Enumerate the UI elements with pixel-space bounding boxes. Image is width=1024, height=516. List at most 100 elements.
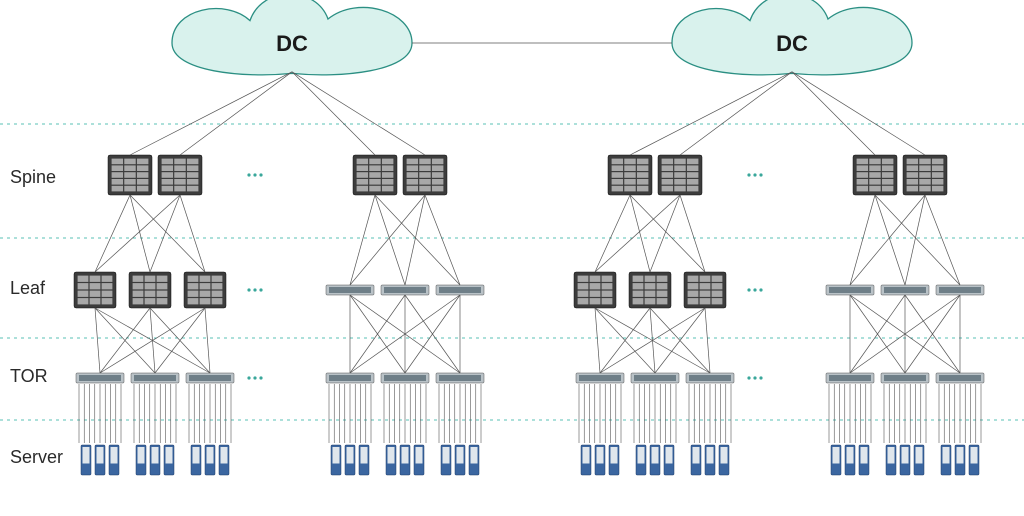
ellipsis <box>747 376 750 379</box>
server-group <box>831 445 869 475</box>
ellipsis <box>753 376 756 379</box>
server-group <box>691 445 729 475</box>
edge-spine-leaf <box>850 195 875 285</box>
leaf-switch <box>184 272 226 308</box>
edge-spine-leaf <box>875 195 905 285</box>
ellipsis <box>247 173 250 176</box>
edge-spine-leaf <box>905 195 925 285</box>
edge-leaf-tor <box>595 308 600 373</box>
leaf-switch <box>74 272 116 308</box>
edge-spine-leaf <box>680 195 705 272</box>
tor-switch <box>936 373 984 383</box>
spine-switch <box>158 155 202 195</box>
edge-leaf-tor <box>100 308 150 373</box>
server-group <box>386 445 424 475</box>
edge-leaf-tor <box>705 308 710 373</box>
spine-switch <box>608 155 652 195</box>
leaf-switch <box>826 285 874 295</box>
ellipsis <box>753 288 756 291</box>
edge-dc-spine <box>180 72 292 155</box>
layer-label-spine: Spine <box>10 167 56 187</box>
edge-dc-spine <box>292 72 425 155</box>
ellipsis <box>759 173 762 176</box>
ellipsis <box>759 376 762 379</box>
spine-switch <box>108 155 152 195</box>
tor-switch <box>436 373 484 383</box>
ellipsis <box>253 288 256 291</box>
leaf-switch <box>381 285 429 295</box>
edge-spine-leaf <box>630 195 650 272</box>
leaf-switch <box>936 285 984 295</box>
ellipsis <box>747 173 750 176</box>
layer-label-leaf: Leaf <box>10 278 46 298</box>
ellipsis <box>259 288 262 291</box>
edge-spine-leaf <box>425 195 460 285</box>
leaf-switch <box>326 285 374 295</box>
server-group <box>581 445 619 475</box>
tor-switch <box>631 373 679 383</box>
spine-switch <box>658 155 702 195</box>
ellipsis <box>253 376 256 379</box>
spine-switch <box>853 155 897 195</box>
server-group <box>191 445 229 475</box>
ellipsis <box>753 173 756 176</box>
tor-switch <box>576 373 624 383</box>
ellipsis <box>759 288 762 291</box>
edge-spine-leaf <box>925 195 960 285</box>
leaf-switch <box>684 272 726 308</box>
server-group <box>636 445 674 475</box>
edge-spine-leaf <box>130 195 150 272</box>
leaf-switch <box>129 272 171 308</box>
spine-switch <box>353 155 397 195</box>
tor-switch <box>686 373 734 383</box>
ellipsis <box>259 376 262 379</box>
edge-leaf-tor <box>600 308 650 373</box>
ellipsis <box>247 288 250 291</box>
leaf-switch <box>574 272 616 308</box>
leaf-switch <box>436 285 484 295</box>
leaf-switch <box>629 272 671 308</box>
ellipsis <box>253 173 256 176</box>
edge-spine-leaf <box>595 195 630 272</box>
layer-label-tor: TOR <box>10 366 48 386</box>
tor-switch <box>826 373 874 383</box>
tor-switch <box>131 373 179 383</box>
edge-dc-spine <box>792 72 925 155</box>
network-diagram: SpineLeafTORServerDCDC <box>0 0 1024 516</box>
spine-switch <box>903 155 947 195</box>
ellipsis <box>259 173 262 176</box>
tor-switch <box>186 373 234 383</box>
edge-spine-leaf <box>650 195 680 272</box>
server-group <box>81 445 119 475</box>
edge-spine-leaf <box>180 195 205 272</box>
server-group <box>941 445 979 475</box>
server-group <box>886 445 924 475</box>
edge-leaf-tor <box>655 308 705 373</box>
tor-switch <box>881 373 929 383</box>
edge-leaf-tor <box>205 308 210 373</box>
edge-leaf-tor <box>100 308 205 373</box>
cloud-dc-left: DC <box>172 0 412 75</box>
server-group <box>441 445 479 475</box>
edge-dc-spine <box>292 72 375 155</box>
server-group <box>136 445 174 475</box>
edge-leaf-tor <box>600 308 705 373</box>
edge-dc-spine <box>630 72 792 155</box>
leaf-switch <box>881 285 929 295</box>
ellipsis <box>247 376 250 379</box>
edge-dc-spine <box>680 72 792 155</box>
edge-spine-leaf <box>405 195 425 285</box>
edge-dc-spine <box>792 72 875 155</box>
edge-leaf-tor <box>155 308 205 373</box>
ellipsis <box>747 288 750 291</box>
layer-label-server: Server <box>10 447 63 467</box>
spine-switch <box>403 155 447 195</box>
edge-spine-leaf <box>350 195 375 285</box>
server-group <box>331 445 369 475</box>
edge-spine-leaf <box>95 195 130 272</box>
edge-leaf-tor <box>95 308 100 373</box>
edge-spine-leaf <box>375 195 405 285</box>
cloud-label: DC <box>276 31 308 56</box>
edge-dc-spine <box>130 72 292 155</box>
tor-switch <box>76 373 124 383</box>
